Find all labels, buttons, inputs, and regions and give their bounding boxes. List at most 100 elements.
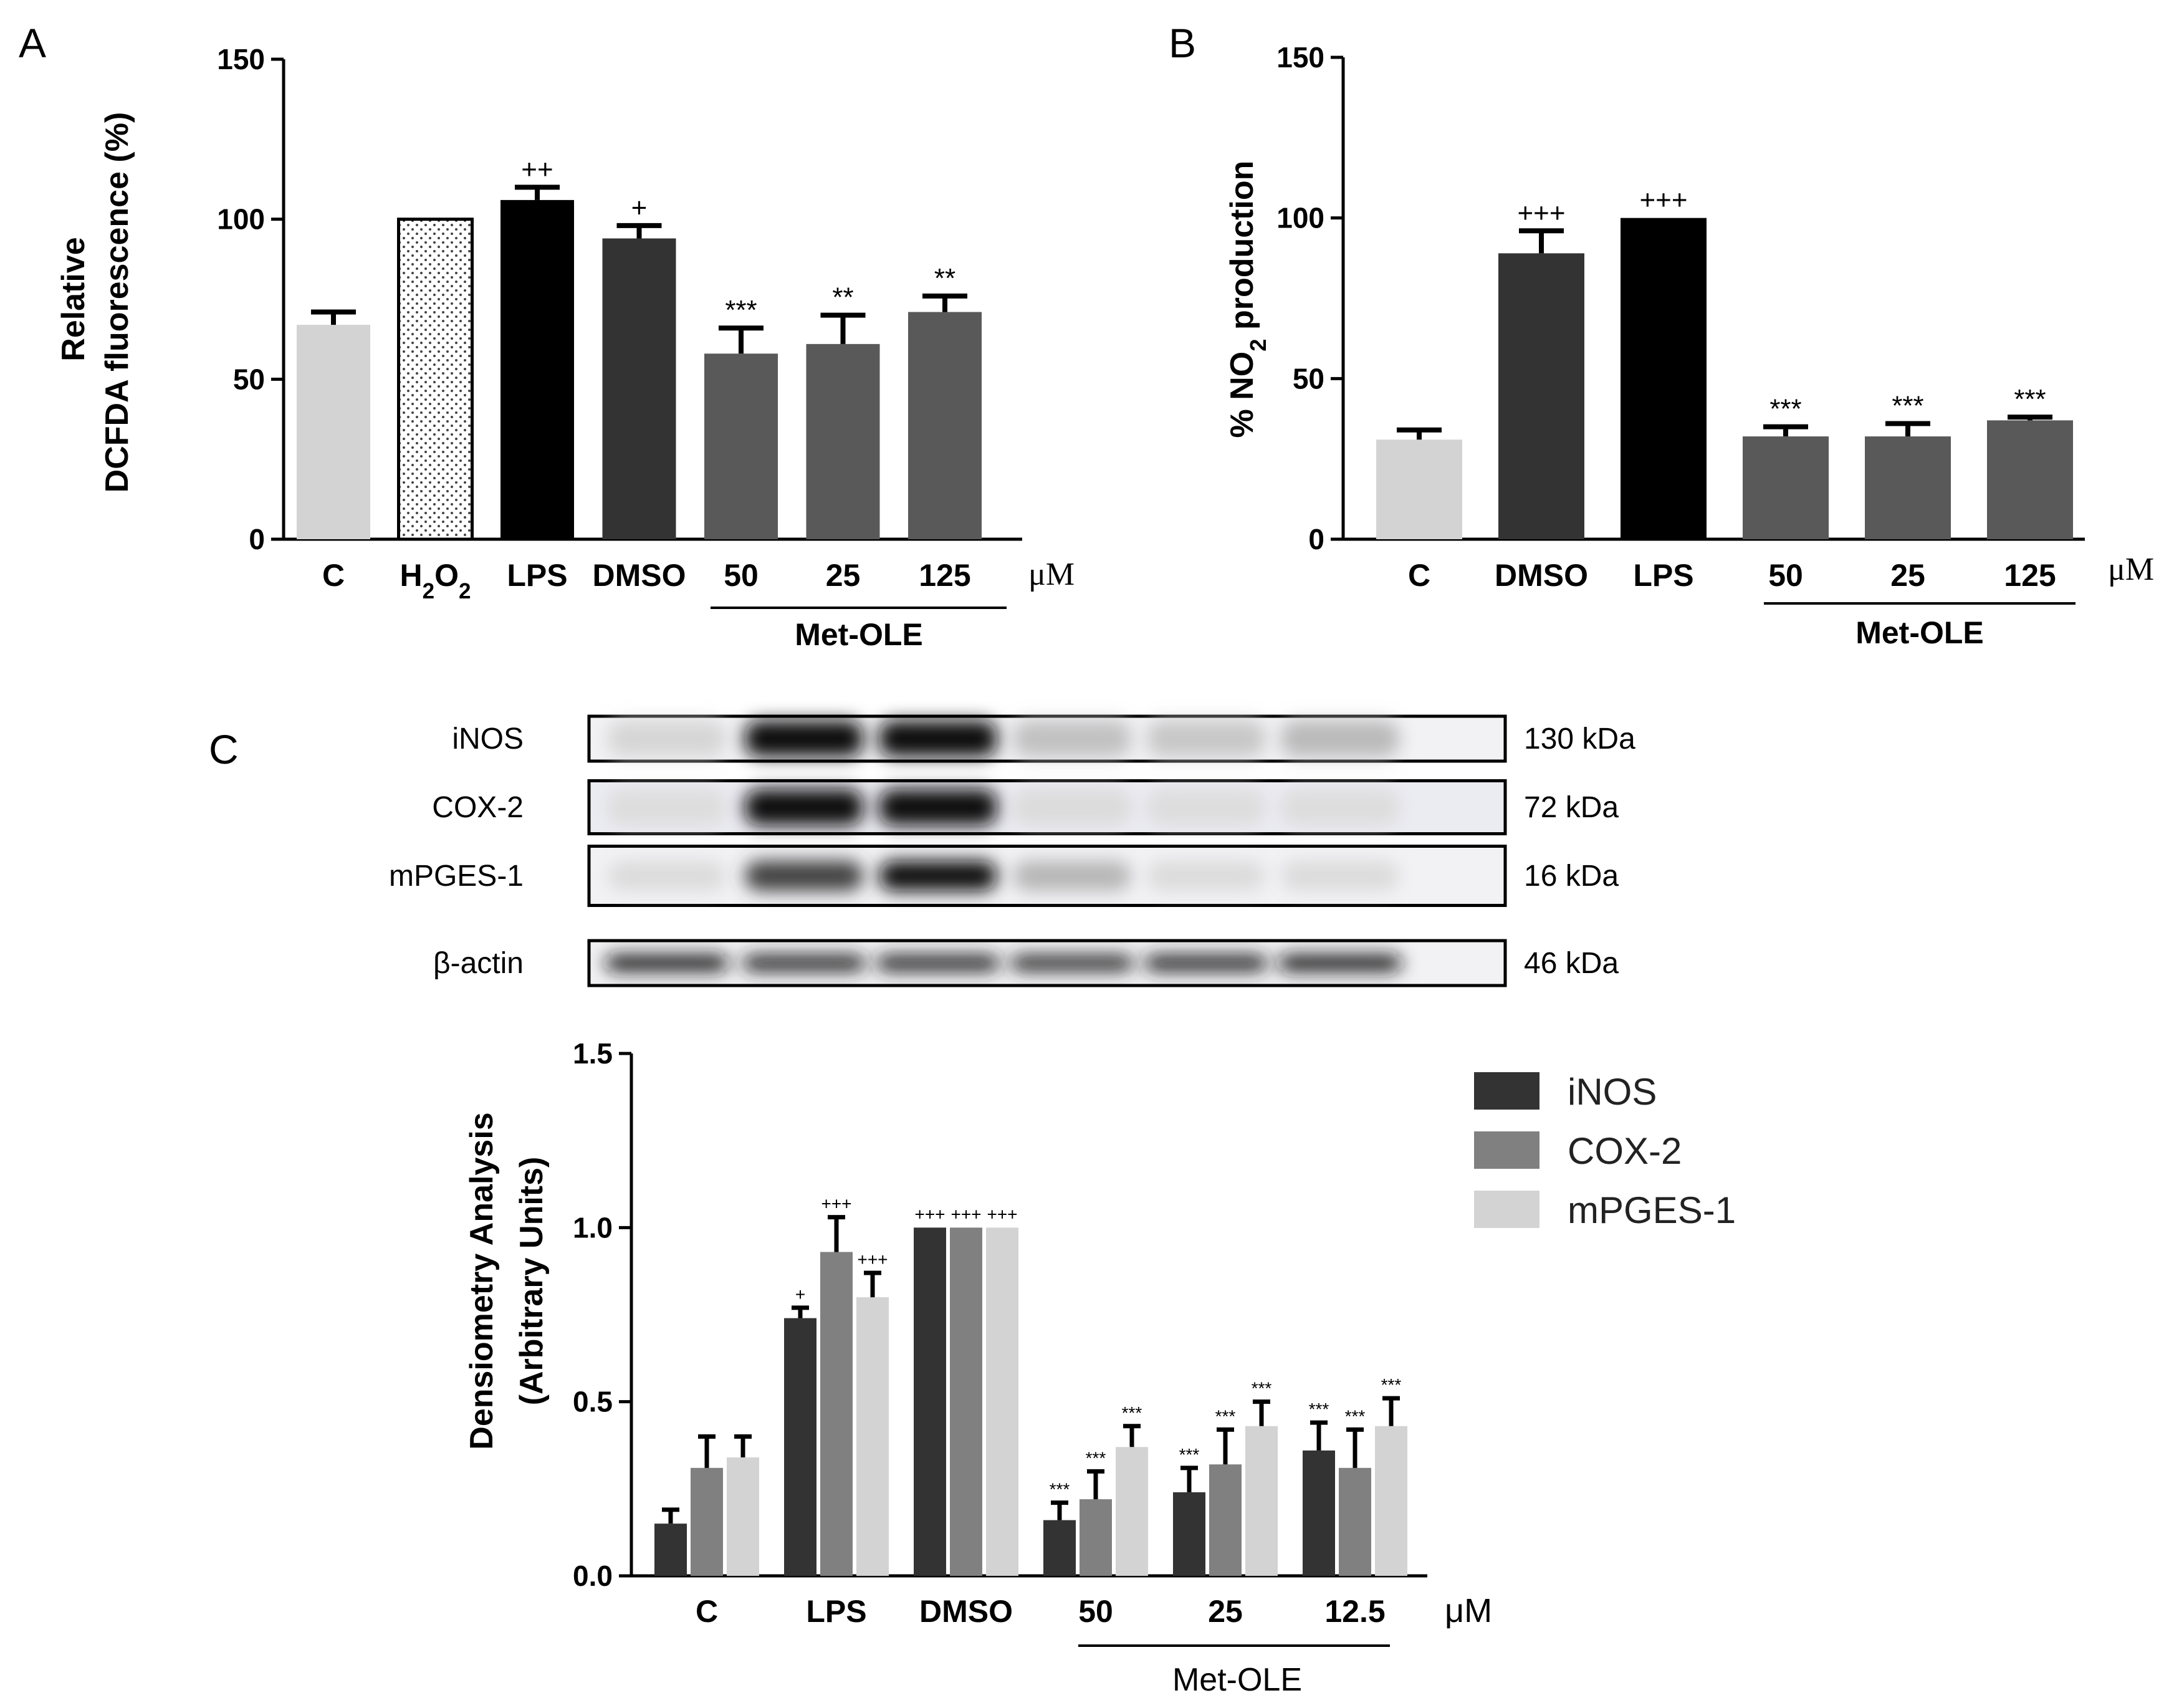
western-blot: iNOS 130 kDa COX-2 72 kDa mPGES-1 16 kDa β-act…: [389, 714, 1635, 987]
chartA-category-label: DMSO: [593, 558, 686, 593]
chartB-significance: +++: [1517, 198, 1565, 228]
chart-c-ytick-label: 1.5: [573, 1037, 613, 1070]
blot-kda-label: 130 kDa: [1524, 722, 1635, 756]
blot-band: [1147, 861, 1265, 891]
chartB-category-label: C: [1408, 558, 1430, 593]
chartB-category-label: 25: [1890, 558, 1925, 593]
chartB-ytick-label: 50: [1293, 362, 1324, 395]
chart-c: Densiometry Analysis (Arbitrary Units) μ…: [464, 1037, 1736, 1698]
chartB-significance: ***: [1892, 390, 1923, 421]
chart-c-significance: ***: [1050, 1480, 1070, 1499]
blot-band: [745, 861, 863, 891]
legend-swatch: [1474, 1131, 1539, 1169]
blot-band: [1013, 861, 1131, 891]
chart-c-bar: [691, 1467, 723, 1576]
chart-c-significance: ***: [1345, 1406, 1366, 1426]
legend-swatch: [1474, 1072, 1539, 1110]
chart-c-bar: [1209, 1464, 1242, 1576]
legend-label: iNOS: [1568, 1071, 1657, 1113]
chart-c-category-label: LPS: [806, 1594, 866, 1629]
chart-b-ylabel-text: % NO2 production: [1224, 161, 1271, 438]
legend-label: mPGES-1: [1568, 1189, 1736, 1231]
chartA-significance: ***: [725, 295, 757, 325]
chart-c-significance: ***: [1215, 1406, 1236, 1426]
blot-kda-label: 16 kDa: [1524, 860, 1619, 893]
chartB-significance: +++: [1639, 185, 1687, 216]
chart-a-unit: μM: [1028, 557, 1075, 592]
chartA-bar: [602, 238, 676, 539]
chart-c-bar: [986, 1227, 1018, 1576]
panel-label-a: A: [19, 20, 46, 66]
chart-b: % NO2 production μM Met-OLE 0 50 100 150 C ++…: [1224, 41, 2154, 650]
chartA-category-label: 125: [919, 558, 970, 593]
chartB-bar: [1376, 439, 1462, 539]
blot-band: [1281, 721, 1399, 757]
panel-label-b: B: [1169, 20, 1196, 66]
chart-c-significance: +++: [950, 1204, 981, 1224]
chartB-ytick-label: 0: [1308, 523, 1324, 555]
blot-band: [745, 789, 863, 825]
chart-c-significance: ***: [1122, 1403, 1142, 1423]
chart-c-bar: [1043, 1520, 1076, 1576]
chart-c-legend: iNOS COX-2 mPGES-1: [1474, 1071, 1736, 1231]
chart-c-bar: [820, 1252, 853, 1576]
chart-c-ylabel-line1: Densiometry Analysis: [464, 1112, 500, 1449]
chart-c-ylabel-line2: (Arbitrary Units): [514, 1157, 550, 1406]
chartB-significance: ***: [2014, 384, 2046, 415]
chart-c-group-label: Met-OLE: [1172, 1662, 1302, 1698]
chart-a: Relative DCFDA fluorescence (%) μM Met-O…: [55, 43, 1075, 652]
chart-c-bar: [654, 1523, 687, 1576]
chart-c-category-label: DMSO: [919, 1594, 1013, 1629]
chart-c-significance: ***: [1309, 1399, 1329, 1419]
chart-c-ytick-label: 0.0: [573, 1560, 613, 1592]
chartA-category-label: 50: [724, 558, 759, 593]
chart-c-category-label: 25: [1208, 1594, 1243, 1629]
blot-band: [1144, 955, 1268, 971]
chart-c-significance: +++: [987, 1204, 1017, 1224]
chart-a-ylabel-line1: Relative: [55, 237, 92, 361]
chart-c-significance: +++: [821, 1194, 851, 1214]
chartB-category-label: 50: [1768, 558, 1803, 593]
chart-c-ytick-label: 0.5: [573, 1386, 613, 1418]
chartB-bar: [1498, 253, 1584, 539]
blot-band: [1278, 955, 1402, 971]
chart-c-bar: [727, 1457, 759, 1576]
chartB-category-label: 125: [2004, 558, 2056, 593]
chart-c-significance: ***: [1086, 1448, 1106, 1467]
blot-band: [1010, 955, 1134, 971]
blot-band: [876, 955, 1000, 971]
chartA-ytick-label: 50: [233, 363, 265, 395]
chartB-bar: [1865, 436, 1951, 539]
chartB-ytick-label: 150: [1276, 41, 1324, 74]
chartA-ytick-label: 150: [217, 43, 265, 75]
legend-swatch: [1474, 1191, 1539, 1228]
chart-c-unit: μM: [1445, 1592, 1492, 1629]
chart-c-bar: [914, 1227, 946, 1576]
blot-band: [605, 955, 729, 971]
chart-c-bar: [1245, 1426, 1278, 1576]
blot-kda-label: 46 kDa: [1524, 947, 1619, 980]
chart-c-bar: [1116, 1447, 1148, 1576]
chartB-bar: [1987, 420, 2073, 539]
blot-band: [742, 955, 866, 971]
blot-band: [879, 861, 997, 891]
chartB-category-label: LPS: [1633, 558, 1693, 593]
chartA-ytick-label: 0: [249, 523, 265, 555]
chart-c-bar: [1303, 1450, 1335, 1576]
chartB-category-label: DMSO: [1495, 558, 1588, 593]
chartA-bar: [397, 218, 474, 541]
blot-band: [745, 721, 863, 757]
chart-c-bar: [1173, 1492, 1205, 1576]
chart-a-group-label: Met-OLE: [795, 617, 923, 652]
blot-protein-label: β-actin: [433, 947, 524, 980]
blot-band: [1013, 721, 1131, 757]
chartA-significance: **: [832, 282, 853, 313]
blot-protein-label: iNOS: [452, 722, 524, 756]
panel-label-c: C: [209, 726, 239, 772]
chart-c-category-label: C: [696, 1594, 718, 1629]
blot-band: [608, 789, 726, 825]
chartA-bar: [806, 343, 880, 539]
chart-c-category-label: 12.5: [1324, 1594, 1385, 1629]
chart-c-significance: +: [795, 1285, 805, 1304]
